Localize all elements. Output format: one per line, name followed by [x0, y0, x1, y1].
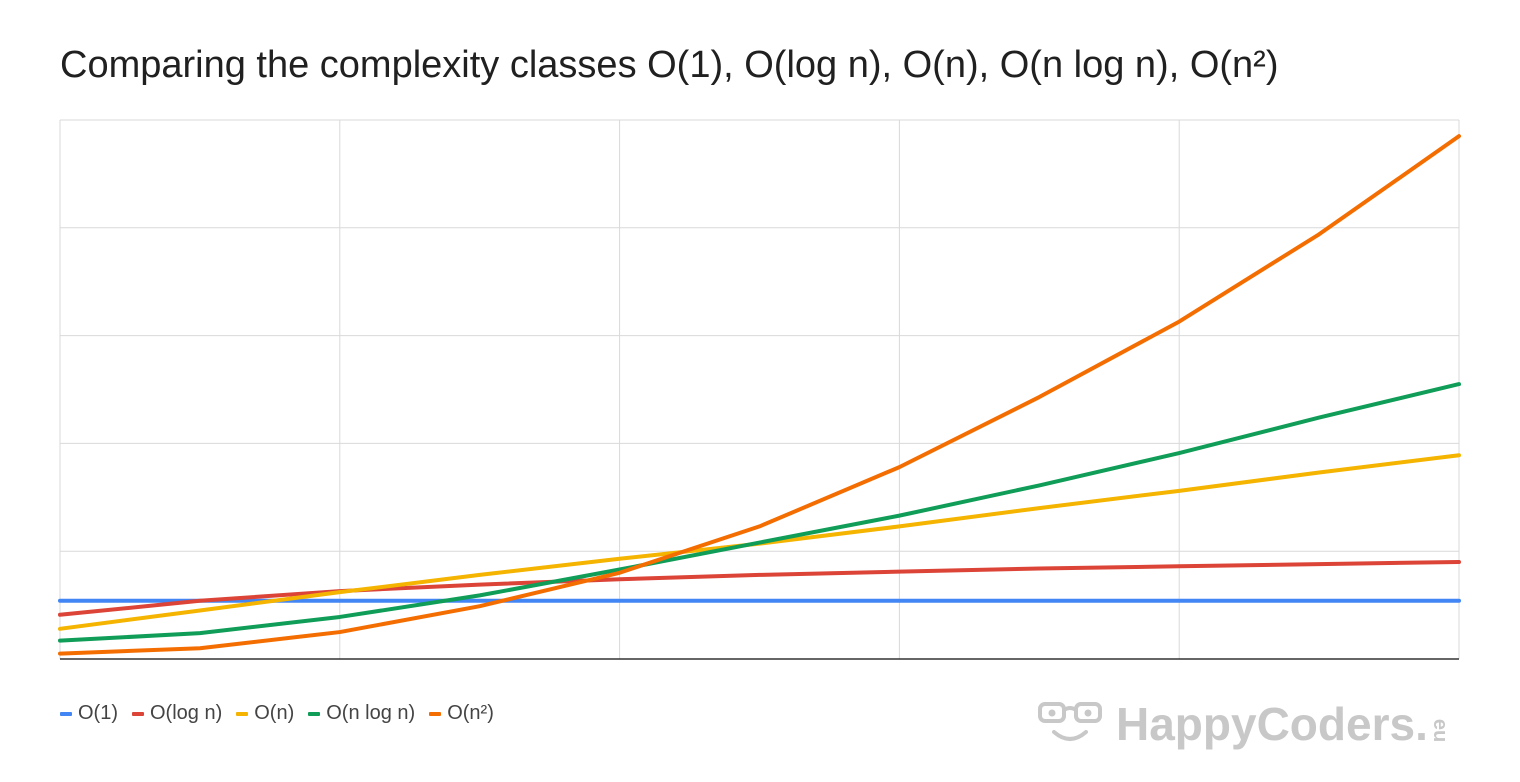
legend-swatch	[308, 711, 321, 716]
legend-label: O(n²)	[447, 702, 494, 724]
legend-item-4: O(n²)	[429, 702, 494, 725]
legend-label: O(n log n)	[326, 702, 416, 724]
legend-item-0: O(1)	[60, 702, 118, 725]
legend-label: O(1)	[78, 702, 118, 724]
chart-title: Comparing the complexity classes O(1), O…	[60, 44, 1279, 86]
legend-item-1: O(log n)	[132, 702, 222, 725]
series-line-3	[58, 382, 1461, 643]
legend-swatch	[132, 711, 144, 716]
legend-swatch	[236, 711, 249, 716]
legend-swatch	[60, 711, 72, 716]
legend-label: O(n)	[254, 702, 295, 724]
watermark-text: HappyCoders.	[1116, 698, 1428, 750]
legend-item-2: O(n)	[236, 702, 294, 725]
legend-label: O(log n)	[150, 702, 223, 724]
series-line-1	[58, 559, 1461, 617]
legend-swatch	[429, 711, 442, 716]
series-lines	[58, 134, 1461, 656]
legend-item-3: O(n log n)	[308, 702, 415, 725]
watermark: HappyCoders. eu	[1036, 696, 1451, 752]
glasses-face-icon	[1038, 702, 1102, 741]
series-line-4	[58, 134, 1461, 656]
line-chart	[58, 119, 1461, 660]
legend: O(1) O(log n) O(n) O(n log n) O(n²)	[60, 702, 508, 725]
grid	[59, 119, 1460, 659]
watermark-tld: eu	[1429, 718, 1452, 742]
